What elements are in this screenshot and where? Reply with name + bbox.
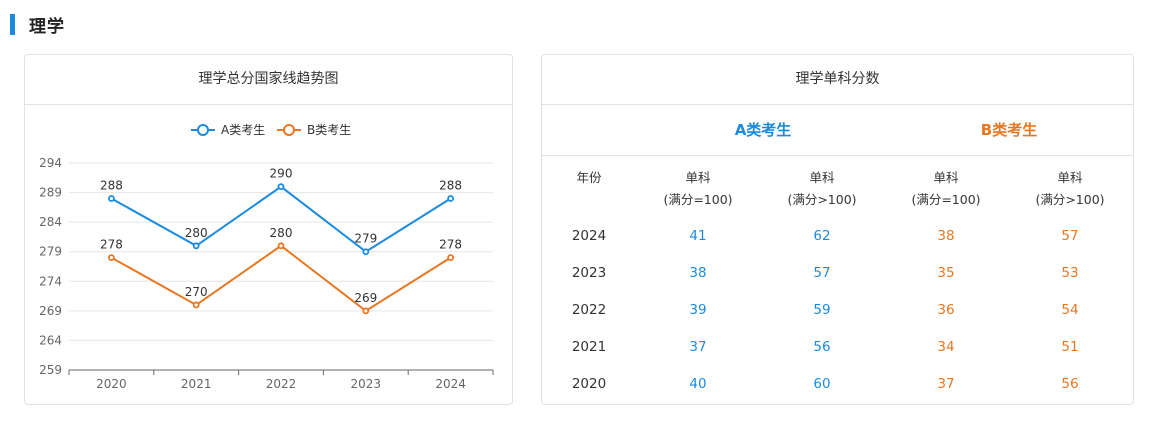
col-a2-line1: 单科 <box>809 170 835 185</box>
table-cell-year: 2024 <box>571 228 607 244</box>
table-cell-a2: 56 <box>813 339 831 355</box>
table-cell-b1: 36 <box>937 302 955 318</box>
table-cell-a1: 39 <box>689 302 707 318</box>
table-cell-b1: 34 <box>937 339 955 355</box>
data-point <box>362 307 370 315</box>
data-point <box>277 183 285 191</box>
y-tick-label: 279 <box>39 245 62 259</box>
table-cell-a2: 62 <box>813 228 831 244</box>
col-b1-line2: (满分=100) <box>911 192 981 207</box>
group-b-label: B类考生 <box>980 121 1038 139</box>
table-cell-a2: 59 <box>813 302 831 318</box>
col-header-a1: 单科 (满分=100) <box>643 167 753 211</box>
chart-card-title: 理学总分国家线趋势图 <box>25 55 512 105</box>
table-cell-a1: 37 <box>689 339 707 355</box>
series-line <box>110 244 452 313</box>
group-a-label: A类考生 <box>734 121 792 139</box>
col-header-a2: 单科 (满分>100) <box>767 167 877 211</box>
table-cell-b1: 38 <box>937 228 955 244</box>
table-cell-b2: 57 <box>1061 228 1079 244</box>
data-label: 280 <box>270 226 293 240</box>
y-tick-label: 294 <box>39 156 62 170</box>
data-point <box>277 242 285 250</box>
data-label: 279 <box>354 232 377 246</box>
table-cell-b2: 53 <box>1061 265 1079 281</box>
data-label: 288 <box>439 178 462 192</box>
y-tick-label: 274 <box>39 274 62 288</box>
section-accent-bar <box>10 13 15 35</box>
section-title: 理学 <box>29 16 65 37</box>
col-a2-line2: (满分>100) <box>787 192 857 207</box>
trend-chart: 294 289 284 279 274 269 264 259 2020 2021 2022 2023… <box>39 123 494 391</box>
table-cell-year: 2020 <box>571 376 607 392</box>
section-header: 理学 <box>10 12 65 37</box>
col-a1-line1: 单科 <box>685 170 711 185</box>
col-year-label: 年份 <box>576 170 602 185</box>
series-line <box>110 185 452 253</box>
col-b2-line1: 单科 <box>1057 170 1083 185</box>
table-cell-year: 2023 <box>571 265 607 281</box>
x-tick-label: 2022 <box>266 377 297 391</box>
table-cell-b2: 56 <box>1061 376 1079 392</box>
col-header-b2: 单科 (满分>100) <box>1015 167 1125 211</box>
data-label: 290 <box>270 167 293 181</box>
data-point <box>362 248 370 256</box>
col-header-year: 年份 <box>534 167 644 189</box>
data-label: 278 <box>439 238 462 252</box>
table-cell-year: 2021 <box>571 339 607 355</box>
col-b2-line2: (满分>100) <box>1035 192 1105 207</box>
data-point <box>192 242 200 250</box>
y-tick-label: 284 <box>39 215 62 229</box>
table-cell-b2: 51 <box>1061 339 1079 355</box>
col-header-b1: 单科 (满分=100) <box>891 167 1001 211</box>
group-header-row: A类考生 B类考生 <box>542 105 1133 156</box>
data-label: 288 <box>100 178 123 192</box>
legend-swatch-marker <box>283 124 295 136</box>
table-cell-a2: 57 <box>813 265 831 281</box>
data-label: 270 <box>185 285 208 299</box>
y-tick-label: 289 <box>39 186 62 200</box>
legend-label: B类考生 <box>307 123 351 137</box>
legend-label: A类考生 <box>221 123 265 137</box>
data-label: 269 <box>354 291 377 305</box>
y-tick-label: 264 <box>39 333 62 347</box>
data-point <box>108 254 115 262</box>
data-point <box>108 195 115 202</box>
table-cell-a1: 40 <box>689 376 707 392</box>
legend-swatch-marker <box>197 124 209 136</box>
subject-score-card: 理学单科分数 A类考生 B类考生 年份 单科 (满分=100) 单科 (满分>1… <box>541 54 1134 405</box>
y-tick-label: 259 <box>39 363 62 377</box>
x-tick-label: 2021 <box>181 377 212 391</box>
data-point <box>192 301 200 309</box>
table-cell-b1: 37 <box>937 376 955 392</box>
data-point <box>447 195 455 202</box>
table-cell-a2: 60 <box>813 376 831 392</box>
col-a1-line2: (满分=100) <box>663 192 733 207</box>
data-label: 280 <box>185 226 208 240</box>
table-cell-a1: 41 <box>689 228 707 244</box>
x-tick-label: 2024 <box>435 377 466 391</box>
col-b1-line1: 单科 <box>933 170 959 185</box>
data-label: 278 <box>100 238 123 252</box>
data-point <box>447 254 455 262</box>
table-cell-b1: 35 <box>937 265 955 281</box>
x-tick-label: 2023 <box>351 377 382 391</box>
trend-chart-card: 294 289 284 279 274 269 264 259 2020 2021 2022 2023… <box>24 54 513 405</box>
table-cell-b2: 54 <box>1061 302 1079 318</box>
table-cell-year: 2022 <box>571 302 607 318</box>
table-cell-a1: 38 <box>689 265 707 281</box>
x-tick-label: 2020 <box>96 377 127 391</box>
table-card-title: 理学单科分数 <box>542 55 1133 105</box>
y-tick-label: 269 <box>39 304 62 318</box>
